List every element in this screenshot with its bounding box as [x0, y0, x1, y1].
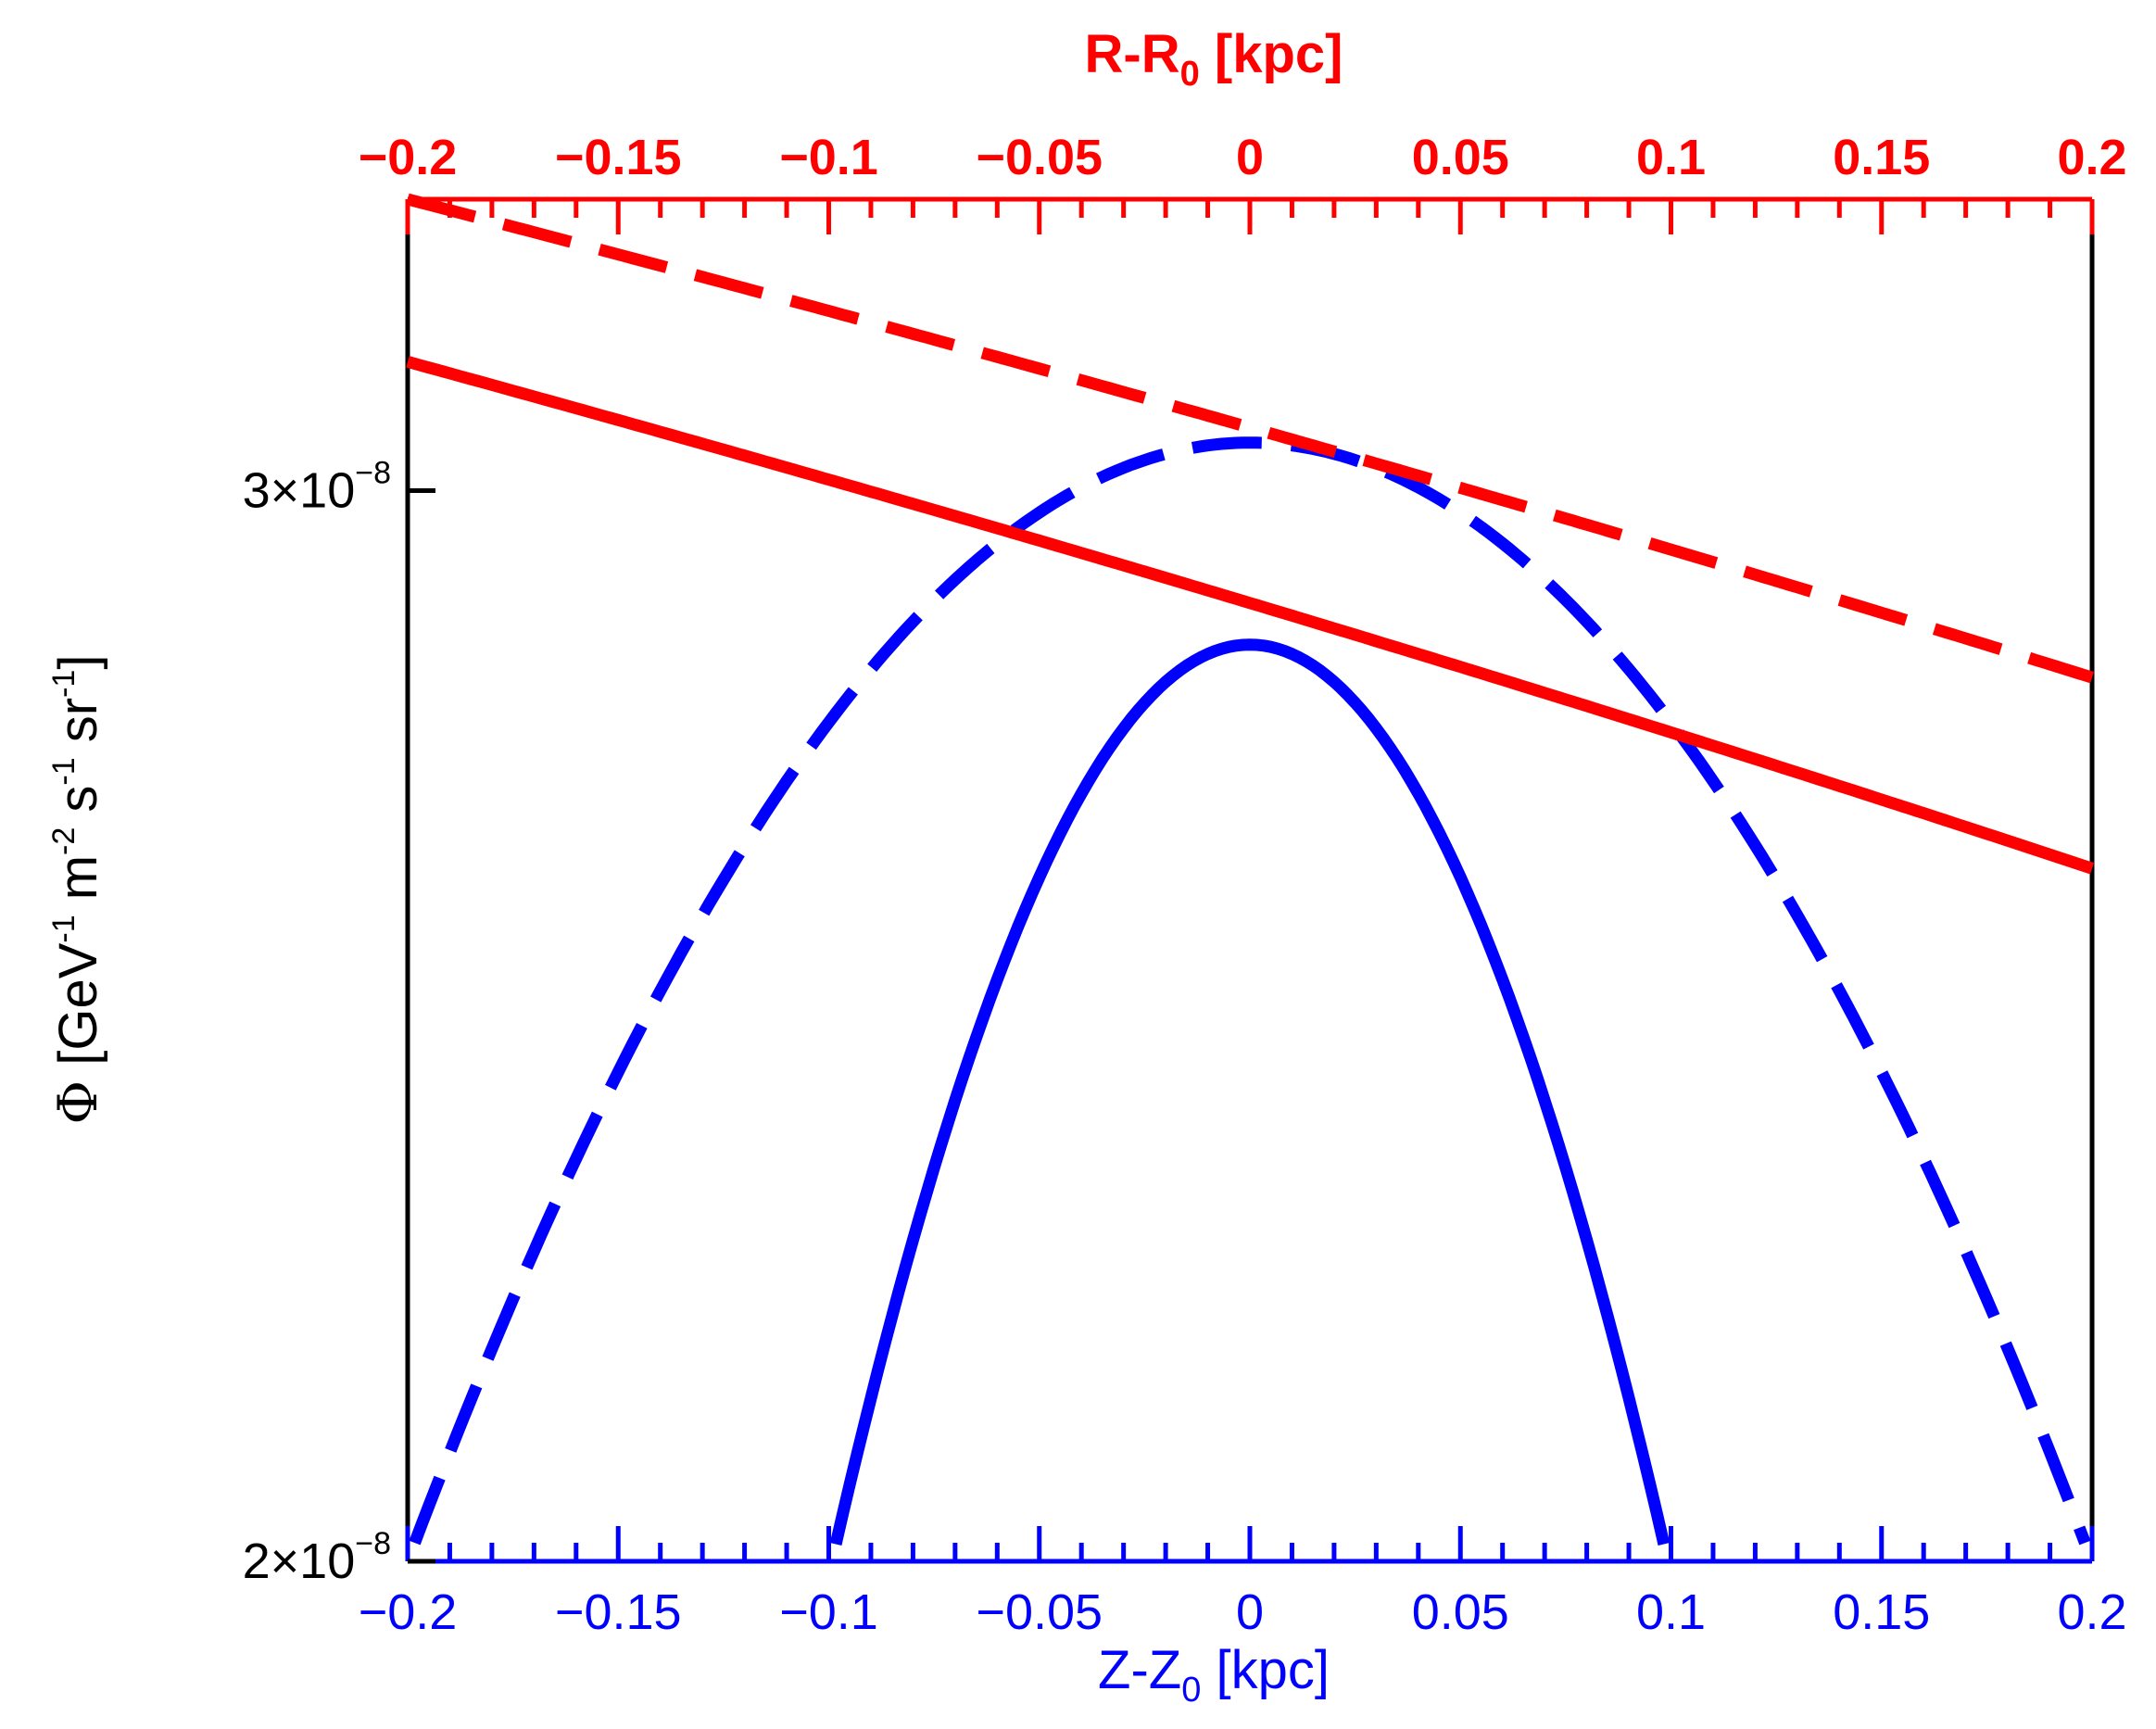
- bottom-tick-label: −0.05: [976, 1584, 1103, 1640]
- series-layer: [406, 193, 2095, 1546]
- top-tick-label: 0.05: [1412, 130, 1509, 185]
- top-tick-label: −0.2: [359, 130, 458, 185]
- series-line-2: [406, 356, 2095, 875]
- plot-frame: [405, 199, 2095, 1561]
- top-tick-label: −0.15: [555, 130, 682, 185]
- series-line-1: [409, 436, 2091, 1546]
- top-axis-title: R-R0 [kpc]: [1085, 24, 1343, 94]
- series-line-0: [829, 638, 1671, 1546]
- top-tick-label: 0.15: [1833, 130, 1930, 185]
- bottom-tick-label: 0.1: [1636, 1584, 1706, 1640]
- bottom-tick-label: 0.05: [1412, 1584, 1509, 1640]
- top-tick-label: 0: [1236, 130, 1264, 185]
- left-tick-label: 3×10−8: [243, 455, 391, 518]
- bottom-tick-label: 0.2: [2057, 1584, 2126, 1640]
- left-axis-title: Φ [GeV-1 m-2 s-1 sr-1]: [46, 655, 109, 1125]
- top-tick-label: 0.2: [2057, 130, 2126, 185]
- axis-layer: −0.2 −0.15 −0.1 −0.05 0 0.05 0.1 0.15 0.2 −0.2 −0.…: [243, 130, 2127, 1640]
- bottom-tick-label: −0.1: [779, 1584, 878, 1640]
- bottom-axis-title: Z-Z0 [kpc]: [1098, 1640, 1330, 1710]
- top-tick-label: 0.1: [1636, 130, 1706, 185]
- bottom-tick-label: 0: [1236, 1584, 1264, 1640]
- left-tick-label: 2×10−8: [243, 1526, 391, 1589]
- bottom-tick-label: 0.15: [1833, 1584, 1930, 1640]
- top-tick-label: −0.1: [779, 130, 878, 185]
- bottom-tick-label: −0.15: [555, 1584, 682, 1640]
- top-tick-label: −0.05: [976, 130, 1103, 185]
- bottom-tick-label: −0.2: [359, 1584, 458, 1640]
